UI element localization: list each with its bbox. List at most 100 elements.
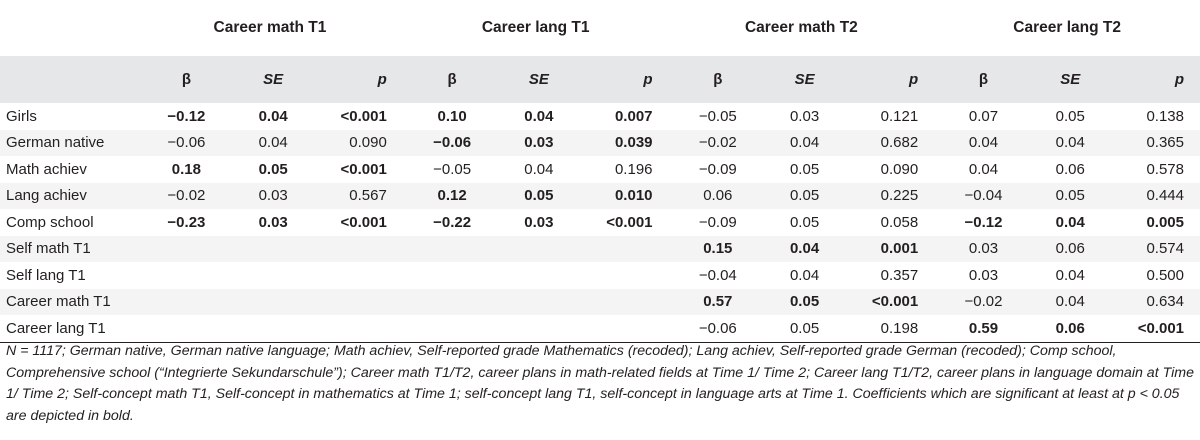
beta-cell: 0.15	[668, 235, 768, 262]
table-row: Math achiev 0.18 0.05 <0.001 −0.05 0.04 0.196 −…	[0, 156, 1200, 183]
p-cell	[576, 315, 668, 342]
se-cell: 0.04	[1032, 288, 1108, 315]
se-cell: 0.05	[789, 213, 820, 231]
regression-table-container: Career math T1 Career lang T1 Career mat…	[0, 0, 1200, 343]
table-row: Self math T1 0.15 0.04 0.001 0.03 0.06 0.574	[0, 235, 1200, 262]
row-label: Lang achiev	[0, 182, 138, 209]
beta-cell: 0.04	[934, 129, 1033, 156]
group-header: Career lang T1	[402, 0, 669, 56]
table-row: Self lang T1 −0.04 0.04 0.357 0.03 0.04 0.500	[0, 262, 1200, 289]
beta-header: β	[934, 56, 1033, 103]
beta-cell: 0.07	[968, 107, 999, 125]
p-cell: <0.001	[340, 160, 387, 178]
se-cell: 0.05	[258, 160, 288, 178]
p-cell	[311, 315, 403, 342]
beta-cell: 0.03	[968, 266, 999, 284]
beta-cell: 0.18	[171, 160, 201, 178]
se-cell: 0.03	[258, 213, 288, 231]
se-cell: 0.05	[501, 182, 577, 209]
p-cell: 0.090	[880, 160, 919, 178]
p-cell: 0.007	[614, 107, 653, 125]
p-cell: 0.574	[1107, 235, 1200, 262]
se-cell: 0.06	[1032, 235, 1108, 262]
p-cell: 0.039	[576, 129, 669, 156]
row-label: Career math T1	[0, 288, 138, 315]
se-cell: 0.04	[235, 129, 311, 156]
regression-table: Career math T1 Career lang T1 Career mat…	[0, 0, 1200, 342]
beta-cell: −0.06	[698, 319, 737, 337]
p-cell	[310, 235, 403, 262]
beta-header: β	[668, 56, 768, 103]
beta-cell: 0.59	[968, 319, 999, 337]
p-cell: <0.001	[340, 107, 387, 125]
beta-cell	[403, 262, 502, 289]
beta-cell	[403, 315, 502, 342]
table-row: Lang achiev −0.02 0.03 0.567 0.12 0.05 0.010 0.…	[0, 182, 1200, 209]
row-label: Self lang T1	[6, 266, 86, 284]
beta-cell: 0.04	[968, 160, 999, 178]
se-cell: 0.06	[1055, 319, 1085, 337]
se-cell: 0.03	[235, 182, 311, 209]
beta-cell: −0.06	[402, 129, 502, 156]
group-header: Career math T1	[137, 0, 403, 56]
se-header: SE	[501, 56, 577, 103]
se-cell: 0.05	[767, 288, 843, 315]
beta-cell: −0.05	[698, 107, 737, 125]
p-cell: 0.444	[1107, 182, 1200, 209]
beta-cell	[137, 235, 236, 262]
beta-cell: −0.04	[934, 182, 1033, 209]
se-cell: 0.04	[789, 266, 820, 284]
beta-cell: −0.06	[137, 129, 236, 156]
p-cell: <0.001	[340, 213, 387, 231]
beta-cell: −0.05	[433, 160, 472, 178]
p-cell: 0.567	[310, 182, 403, 209]
group-header: Career lang T2	[934, 0, 1200, 56]
beta-header: β	[402, 56, 502, 103]
se-header: SE	[235, 56, 311, 103]
p-cell: 0.138	[1146, 107, 1184, 125]
beta-cell: −0.12	[167, 107, 206, 125]
beta-cell: −0.02	[668, 129, 768, 156]
se-cell: 0.06	[1055, 160, 1085, 178]
se-cell: 0.05	[1055, 107, 1085, 125]
table-row: Girls −0.12 0.04 <0.001 0.10 0.04 0.007 −0.05 0.…	[0, 103, 1200, 130]
se-cell	[236, 262, 311, 289]
p-cell: 0.500	[1146, 266, 1184, 284]
beta-cell	[137, 288, 236, 315]
group-header-row: Career math T1 Career lang T1 Career mat…	[0, 0, 1200, 56]
se-cell	[236, 315, 311, 342]
se-cell: 0.04	[1055, 213, 1085, 231]
beta-header: β	[137, 56, 236, 103]
p-cell: 0.090	[310, 129, 403, 156]
beta-cell: 0.06	[668, 182, 768, 209]
se-cell	[501, 262, 576, 289]
row-label: Self math T1	[0, 235, 138, 262]
table-row: Career lang T1 −0.06 0.05 0.198 0.59 0.06 <0.0…	[0, 315, 1200, 342]
p-cell: 0.682	[842, 129, 935, 156]
se-cell	[501, 288, 577, 315]
p-header: p	[576, 56, 669, 103]
beta-cell	[402, 235, 502, 262]
p-cell: 0.005	[1146, 213, 1184, 231]
p-cell: 0.010	[576, 182, 669, 209]
p-cell: <0.001	[1137, 319, 1184, 337]
se-cell: 0.04	[258, 107, 288, 125]
subheader-row: β SE p β SE p β SE p β SE p	[0, 56, 1200, 103]
table-footnote: N = 1117; German native, German native l…	[6, 343, 1194, 424]
p-header: p	[842, 56, 935, 103]
table-body: Girls −0.12 0.04 <0.001 0.10 0.04 0.007 −0.05 0.…	[0, 103, 1200, 342]
table-row: German native −0.06 0.04 0.090 −0.06 0.03 0.03…	[0, 129, 1200, 156]
beta-cell: −0.04	[698, 266, 737, 284]
p-header: p	[310, 56, 403, 103]
p-cell	[311, 262, 403, 289]
p-cell	[576, 288, 669, 315]
se-cell: 0.05	[767, 182, 843, 209]
se-cell: 0.04	[1032, 129, 1108, 156]
p-cell: 0.365	[1107, 129, 1200, 156]
p-header: p	[1107, 56, 1200, 103]
row-label: German native	[0, 129, 138, 156]
se-header: SE	[1032, 56, 1108, 103]
beta-cell	[137, 262, 236, 289]
beta-cell: −0.09	[698, 213, 737, 231]
se-cell: 0.05	[789, 319, 820, 337]
